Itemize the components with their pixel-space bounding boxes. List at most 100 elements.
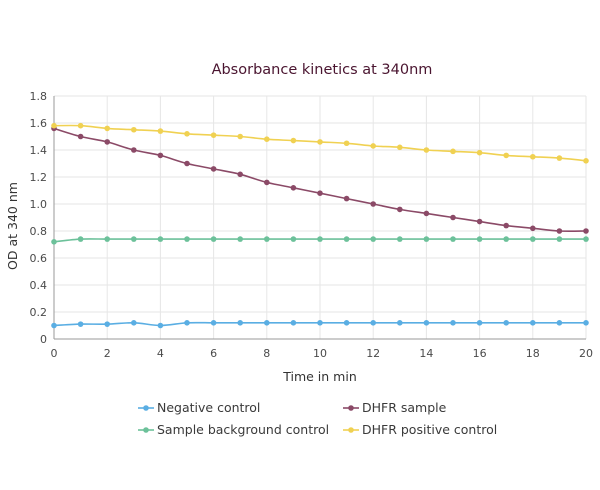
- data-point[interactable]: [131, 126, 137, 133]
- data-point[interactable]: [583, 228, 589, 234]
- data-point[interactable]: [237, 236, 243, 242]
- data-point[interactable]: [530, 153, 536, 160]
- data-point[interactable]: [503, 236, 510, 242]
- data-point[interactable]: [556, 236, 563, 242]
- data-point[interactable]: [583, 236, 589, 242]
- data-point[interactable]: [104, 236, 110, 242]
- data-point[interactable]: [450, 148, 456, 155]
- data-point[interactable]: [210, 320, 217, 326]
- data-point[interactable]: [104, 321, 110, 327]
- data-point[interactable]: [157, 128, 164, 134]
- series-dhfr-sample[interactable]: [51, 125, 589, 234]
- data-point[interactable]: [77, 236, 84, 242]
- data-point[interactable]: [423, 320, 430, 326]
- data-point[interactable]: [184, 131, 190, 137]
- data-point[interactable]: [476, 218, 483, 225]
- data-point[interactable]: [450, 214, 456, 221]
- legend-item[interactable]: Negative control: [138, 400, 260, 415]
- data-point[interactable]: [370, 320, 377, 326]
- data-point[interactable]: [503, 152, 510, 159]
- data-point[interactable]: [397, 236, 403, 242]
- data-point[interactable]: [370, 236, 377, 242]
- data-point[interactable]: [184, 160, 190, 167]
- data-point[interactable]: [503, 222, 510, 229]
- data-point[interactable]: [157, 236, 164, 242]
- legend[interactable]: Negative control DHFR sample Sample backgr…: [138, 400, 497, 437]
- data-point[interactable]: [51, 122, 57, 129]
- data-point[interactable]: [343, 320, 350, 326]
- data-point[interactable]: [343, 140, 350, 147]
- data-point[interactable]: [450, 320, 456, 326]
- data-point[interactable]: [290, 137, 297, 144]
- data-point[interactable]: [157, 152, 164, 159]
- y-tick-label: 0.6: [30, 252, 48, 265]
- data-point[interactable]: [264, 320, 270, 326]
- data-point[interactable]: [583, 158, 589, 164]
- data-point[interactable]: [51, 322, 57, 329]
- data-point[interactable]: [184, 236, 190, 242]
- data-point[interactable]: [77, 122, 84, 129]
- data-point[interactable]: [51, 239, 57, 245]
- data-point[interactable]: [104, 139, 110, 145]
- data-point[interactable]: [131, 236, 137, 242]
- data-point[interactable]: [476, 236, 483, 242]
- data-point[interactable]: [210, 166, 217, 172]
- data-point[interactable]: [343, 236, 350, 242]
- data-point[interactable]: [131, 147, 137, 153]
- data-point[interactable]: [237, 133, 243, 140]
- data-point[interactable]: [237, 320, 243, 326]
- data-point[interactable]: [131, 320, 137, 326]
- y-axis-label: OD at 340 nm: [5, 182, 20, 270]
- data-point[interactable]: [210, 132, 217, 138]
- data-point[interactable]: [264, 236, 270, 242]
- data-point[interactable]: [317, 190, 323, 196]
- data-point[interactable]: [423, 236, 430, 242]
- legend-item[interactable]: DHFR sample: [343, 400, 447, 415]
- data-point[interactable]: [397, 144, 403, 151]
- x-axis-label: Time in min: [282, 369, 357, 384]
- data-point[interactable]: [343, 195, 350, 202]
- legend-item[interactable]: DHFR positive control: [343, 422, 497, 437]
- data-point[interactable]: [370, 143, 377, 149]
- data-point[interactable]: [556, 320, 563, 326]
- data-point[interactable]: [476, 320, 483, 326]
- data-point[interactable]: [290, 236, 297, 242]
- plot-area: [51, 122, 589, 329]
- data-point[interactable]: [583, 320, 589, 326]
- legend-item[interactable]: Sample background control: [138, 422, 329, 437]
- data-point[interactable]: [157, 322, 164, 329]
- data-point[interactable]: [290, 320, 297, 326]
- series-dhfr-positive-control[interactable]: [51, 122, 589, 164]
- data-point[interactable]: [450, 236, 456, 242]
- data-point[interactable]: [423, 210, 430, 217]
- data-point[interactable]: [317, 320, 323, 326]
- data-point[interactable]: [423, 147, 430, 153]
- data-point[interactable]: [77, 321, 84, 327]
- data-point[interactable]: [530, 320, 536, 326]
- data-point[interactable]: [237, 171, 243, 178]
- legend-swatch-marker: [143, 427, 149, 433]
- data-point[interactable]: [264, 179, 270, 186]
- data-point[interactable]: [556, 155, 563, 161]
- series-negative-control[interactable]: [51, 320, 589, 329]
- data-point[interactable]: [290, 185, 297, 191]
- series-sample-background-control[interactable]: [51, 236, 589, 245]
- data-point[interactable]: [210, 236, 217, 242]
- x-tick-label: 2: [104, 347, 111, 360]
- y-tick-label: 1.4: [30, 144, 48, 157]
- data-point[interactable]: [503, 320, 510, 326]
- data-point[interactable]: [317, 139, 323, 145]
- data-point[interactable]: [264, 136, 270, 142]
- data-point[interactable]: [397, 206, 403, 213]
- data-point[interactable]: [530, 236, 536, 242]
- data-point[interactable]: [476, 149, 483, 156]
- data-point[interactable]: [77, 133, 84, 140]
- data-point[interactable]: [370, 201, 377, 207]
- data-point[interactable]: [530, 225, 536, 232]
- data-point[interactable]: [317, 236, 323, 242]
- data-point[interactable]: [556, 228, 563, 234]
- data-point[interactable]: [104, 125, 110, 132]
- data-point[interactable]: [184, 320, 190, 326]
- data-point[interactable]: [397, 320, 403, 326]
- x-tick-label: 10: [313, 347, 327, 360]
